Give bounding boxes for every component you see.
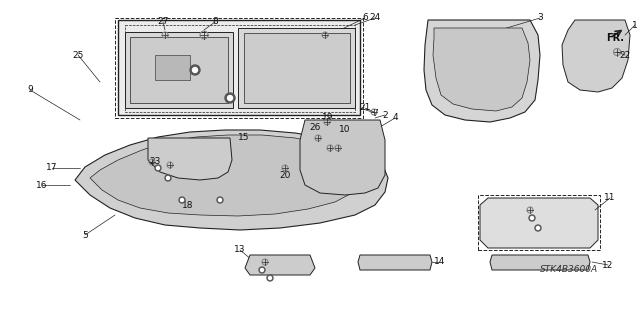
Polygon shape: [300, 120, 385, 195]
Polygon shape: [75, 130, 388, 230]
Circle shape: [267, 275, 273, 281]
Text: 14: 14: [435, 257, 445, 266]
Circle shape: [535, 225, 541, 231]
Circle shape: [269, 277, 271, 279]
Text: 9: 9: [27, 85, 33, 94]
Text: 4: 4: [392, 114, 398, 122]
Circle shape: [217, 197, 223, 203]
Text: 11: 11: [604, 194, 616, 203]
Text: 16: 16: [36, 181, 48, 189]
Polygon shape: [130, 37, 228, 103]
Text: STK4B3600A: STK4B3600A: [540, 265, 598, 275]
Polygon shape: [90, 135, 360, 216]
Text: 19: 19: [323, 114, 333, 122]
Polygon shape: [424, 20, 540, 122]
Text: 28: 28: [195, 58, 205, 68]
Circle shape: [193, 68, 198, 72]
Circle shape: [531, 217, 534, 219]
Text: 18: 18: [182, 202, 194, 211]
Circle shape: [166, 176, 170, 180]
Circle shape: [180, 198, 184, 202]
Text: 1: 1: [632, 20, 638, 29]
Polygon shape: [490, 255, 590, 270]
Text: 17: 17: [46, 164, 58, 173]
Text: 2: 2: [382, 110, 388, 120]
Circle shape: [190, 65, 200, 75]
Text: 6: 6: [362, 13, 368, 23]
Text: 24: 24: [369, 13, 381, 23]
Circle shape: [259, 267, 265, 273]
Text: 3: 3: [537, 13, 543, 23]
Circle shape: [179, 197, 185, 203]
Text: 12: 12: [602, 261, 614, 270]
Text: 10: 10: [339, 125, 351, 135]
Bar: [478, 195, 600, 250]
Polygon shape: [244, 33, 350, 103]
Circle shape: [218, 198, 221, 202]
Polygon shape: [238, 28, 355, 108]
Polygon shape: [433, 28, 530, 111]
Text: 26: 26: [309, 122, 321, 131]
Polygon shape: [480, 198, 598, 248]
Bar: [115, 18, 363, 118]
Text: FR.: FR.: [606, 33, 624, 43]
Circle shape: [260, 269, 264, 271]
Circle shape: [536, 226, 540, 229]
Polygon shape: [358, 255, 432, 270]
Polygon shape: [245, 255, 315, 275]
Circle shape: [165, 175, 171, 181]
Text: 13: 13: [234, 246, 246, 255]
Polygon shape: [562, 20, 630, 92]
Polygon shape: [118, 20, 360, 115]
Circle shape: [227, 95, 232, 100]
Polygon shape: [155, 55, 190, 80]
Text: 23: 23: [149, 158, 161, 167]
Text: 25: 25: [72, 50, 84, 60]
Text: 7: 7: [372, 108, 378, 117]
Circle shape: [529, 215, 535, 221]
Text: 27: 27: [157, 18, 169, 26]
Text: 15: 15: [238, 133, 250, 143]
Polygon shape: [125, 32, 233, 108]
Text: 22: 22: [620, 50, 630, 60]
Polygon shape: [148, 138, 232, 180]
Text: 21: 21: [359, 103, 371, 113]
Text: 5: 5: [82, 231, 88, 240]
Circle shape: [157, 167, 159, 169]
Circle shape: [155, 165, 161, 171]
Text: 20: 20: [279, 170, 291, 180]
Text: 8: 8: [212, 18, 218, 26]
Circle shape: [225, 93, 235, 103]
